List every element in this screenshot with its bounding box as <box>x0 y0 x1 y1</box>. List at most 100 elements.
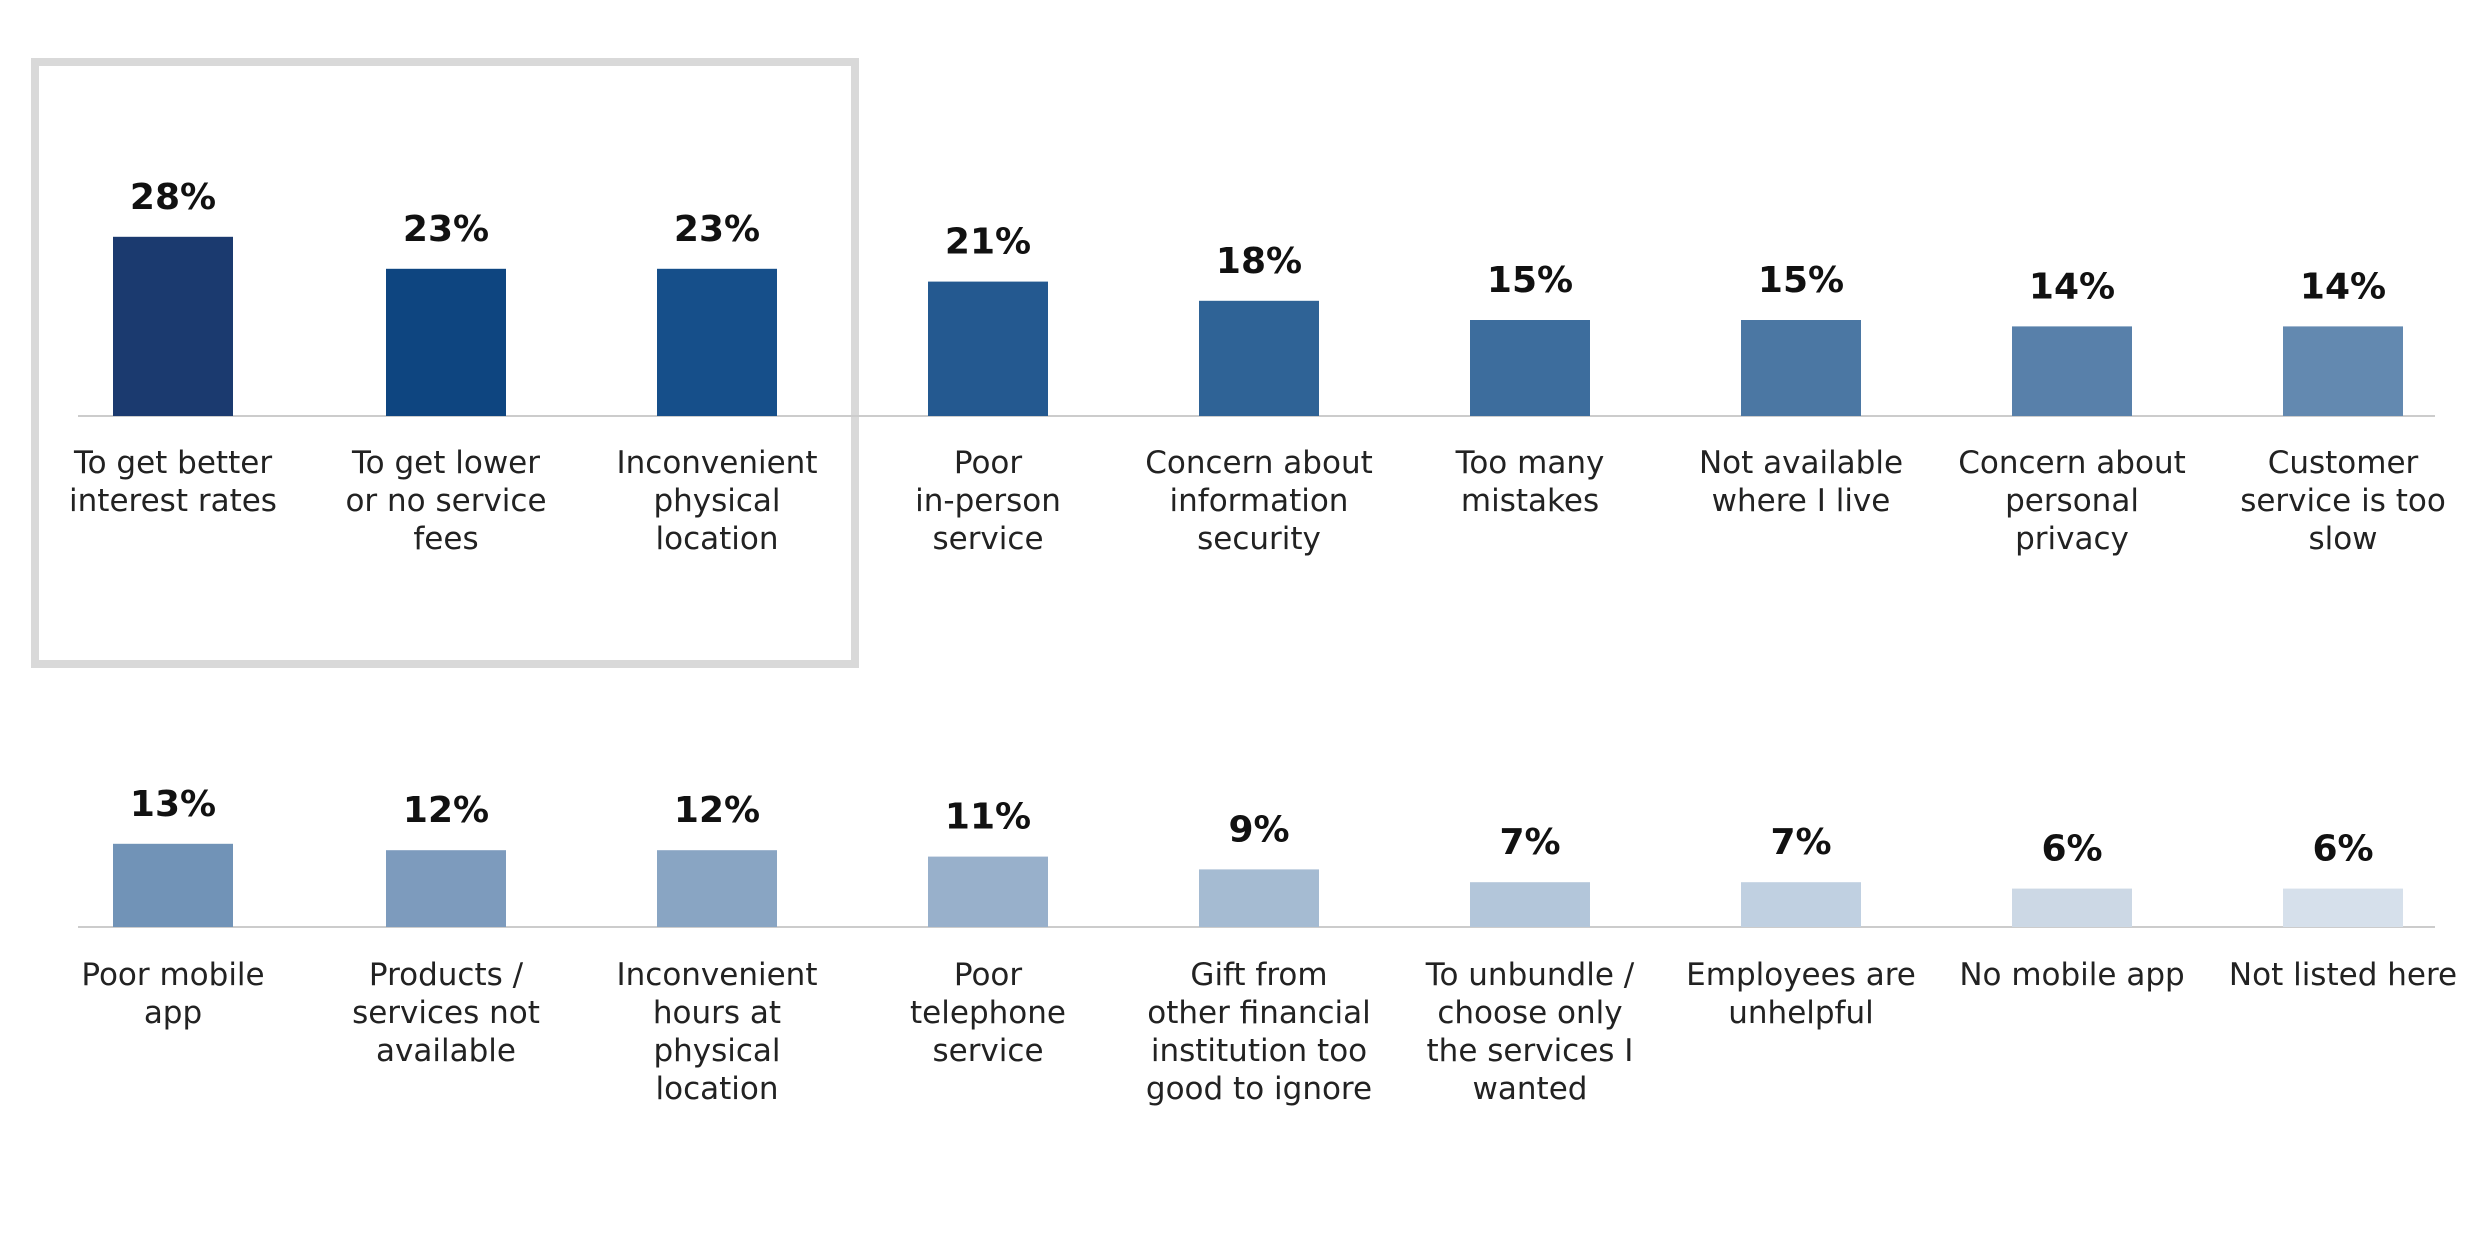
bar <box>928 856 1048 927</box>
bar <box>1741 882 1861 927</box>
category-label-line: Not available <box>1699 445 1903 481</box>
category-label-line: Poor <box>954 445 1023 481</box>
category-label-line: Not listed here <box>2229 957 2457 993</box>
category-label-line: Poor mobile <box>81 957 264 993</box>
bar <box>657 268 777 416</box>
category-label-line: institution too <box>1151 1033 1367 1069</box>
data-label: 15% <box>1758 260 1844 301</box>
chart-row-1: 28% To get better interest rates 23% To get … <box>69 177 2446 557</box>
data-label: 18% <box>1216 241 1302 282</box>
category-label-line: physical <box>653 1033 780 1069</box>
bar <box>113 843 233 927</box>
category-label-line: telephone <box>910 995 1066 1031</box>
bar <box>2283 888 2403 927</box>
category-label-line: slow <box>2308 521 2377 557</box>
bar <box>1741 320 1861 416</box>
category-label: Products / services not available <box>352 957 540 1069</box>
category-label-line: good to ignore <box>1146 1071 1372 1107</box>
highlight-box <box>31 58 859 668</box>
bar <box>2012 326 2132 416</box>
category-label-line: Concern about <box>1958 445 2186 481</box>
data-label: 12% <box>403 790 489 831</box>
category-label-line: other financial <box>1147 995 1371 1031</box>
category-label-line: unhelpful <box>1728 995 1873 1031</box>
category-label-line: app <box>144 995 202 1031</box>
data-label: 28% <box>130 177 216 218</box>
data-label: 9% <box>1228 809 1289 850</box>
category-label-line: choose only <box>1437 995 1622 1031</box>
category-label-line: Products / <box>369 957 524 993</box>
data-label: 14% <box>2029 266 2115 307</box>
category-label-line: services not <box>352 995 540 1031</box>
bar <box>1199 869 1319 927</box>
data-label: 23% <box>674 209 760 250</box>
category-label: Not listed here <box>2229 957 2457 993</box>
category-label-line: security <box>1197 521 1321 557</box>
category-label-line: service is too <box>2240 483 2446 519</box>
bar <box>113 236 233 416</box>
data-label: 12% <box>674 790 760 831</box>
category-label-line: the services I <box>1427 1033 1634 1069</box>
category-label-line: or no service <box>345 483 546 519</box>
category-label-line: Concern about <box>1145 445 1373 481</box>
bar <box>2012 888 2132 927</box>
data-label: 11% <box>945 797 1031 838</box>
category-label-line: hours at <box>653 995 781 1031</box>
category-label: Poor telephone service <box>910 957 1066 1069</box>
bar <box>928 281 1048 416</box>
category-label-line: location <box>655 521 778 557</box>
category-label-line: in-person <box>915 483 1061 519</box>
data-label: 14% <box>2300 266 2386 307</box>
category-label: Gift from other financial institution too g… <box>1146 957 1372 1107</box>
category-label: No mobile app <box>1959 957 2184 993</box>
category-label-line: Customer <box>2268 445 2419 481</box>
category-label-line: mistakes <box>1461 483 1599 519</box>
category-label-line: To get lower <box>351 445 540 481</box>
bar <box>657 850 777 927</box>
category-label-line: service <box>932 1033 1043 1069</box>
category-label-line: information <box>1170 483 1349 519</box>
bar <box>386 850 506 927</box>
category-label-line: where I live <box>1712 483 1891 519</box>
data-label: 21% <box>945 222 1031 263</box>
category-label-line: No mobile app <box>1959 957 2184 993</box>
category-label: To get better interest rates <box>69 445 277 519</box>
bar <box>2283 326 2403 416</box>
data-label: 15% <box>1487 260 1573 301</box>
category-label: Inconvenient physical location <box>616 445 817 557</box>
category-label-line: Poor <box>954 957 1023 993</box>
category-label-line: available <box>376 1033 516 1069</box>
category-label: To get lower or no service fees <box>345 445 546 557</box>
data-label: 13% <box>130 784 216 825</box>
category-label-line: privacy <box>2015 521 2129 557</box>
category-label: Employees are unhelpful <box>1686 957 1916 1031</box>
bar <box>1199 300 1319 416</box>
category-label-line: Gift from <box>1190 957 1327 993</box>
data-label: 7% <box>1499 822 1560 863</box>
category-label: Concern about information security <box>1145 445 1373 557</box>
bar <box>386 268 506 416</box>
category-label-line: service <box>932 521 1043 557</box>
data-label: 23% <box>403 209 489 250</box>
category-label-line: Inconvenient <box>616 957 817 993</box>
data-label: 7% <box>1770 822 1831 863</box>
category-label-line: Too many <box>1455 445 1605 481</box>
category-label-line: location <box>655 1071 778 1107</box>
category-label: Inconvenient hours at physical location <box>616 957 817 1107</box>
category-label: Too many mistakes <box>1455 445 1605 519</box>
category-label-line: physical <box>653 483 780 519</box>
category-label-line: To unbundle / <box>1425 957 1635 993</box>
category-label-line: personal <box>2005 483 2139 519</box>
category-label-line: fees <box>413 521 478 557</box>
bar <box>1470 882 1590 927</box>
category-label: Not available where I live <box>1699 445 1903 519</box>
data-label: 6% <box>2312 829 2373 870</box>
category-label-line: wanted <box>1473 1071 1588 1107</box>
chart-row-2: 13% Poor mobile app 12% Products / services n… <box>78 784 2457 1107</box>
bar <box>1470 320 1590 416</box>
category-label: Poor mobile app <box>81 957 264 1031</box>
category-label: Customer service is too slow <box>2240 445 2446 557</box>
category-label-line: interest rates <box>69 483 277 519</box>
